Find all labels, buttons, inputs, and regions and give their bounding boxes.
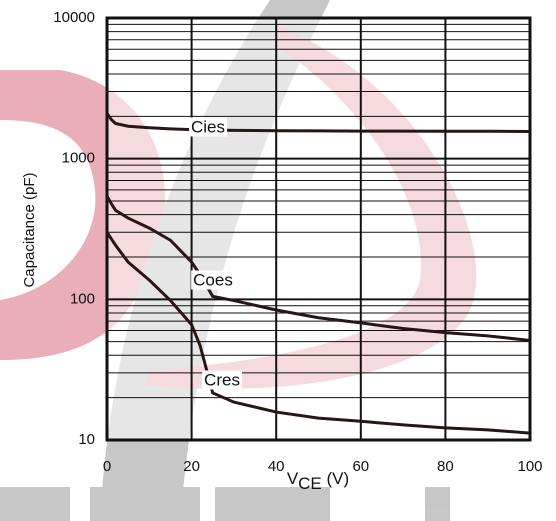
y-tick-label: 1000 (62, 150, 95, 167)
curve-label: Cres (204, 370, 240, 389)
x-tick-label: 100 (517, 458, 542, 475)
plot-background (107, 18, 530, 440)
watermark-shape (0, 487, 70, 521)
watermark-shape (425, 487, 450, 521)
series-line (105, 231, 531, 435)
x-axis-label: VCE (V) (287, 469, 349, 493)
y-tick-label: 10000 (53, 9, 95, 26)
x-tick-label: 0 (103, 458, 111, 475)
x-tick-label: 20 (183, 458, 200, 475)
plot-frame (105, 16, 532, 442)
x-label-unit: (V) (322, 469, 349, 488)
y-tick-label: 10 (78, 431, 95, 448)
y-axis-label: Capacitance (pF) (21, 172, 38, 287)
curve-label: Coes (193, 270, 233, 289)
watermark-shape (90, 487, 200, 521)
x-tick-label: 60 (352, 458, 369, 475)
curve-label-background (202, 370, 242, 390)
x-label-main: V (287, 469, 299, 488)
curve-label: Cies (191, 117, 225, 136)
watermark-shape (215, 487, 330, 521)
x-tick-label: 80 (437, 458, 454, 475)
curve-label-background (191, 270, 235, 290)
x-label-sub: CE (298, 474, 322, 493)
curve-label-background (188, 117, 228, 137)
y-tick-label: 100 (70, 290, 95, 307)
series-line (105, 195, 531, 342)
x-tick-label: 40 (268, 458, 285, 475)
